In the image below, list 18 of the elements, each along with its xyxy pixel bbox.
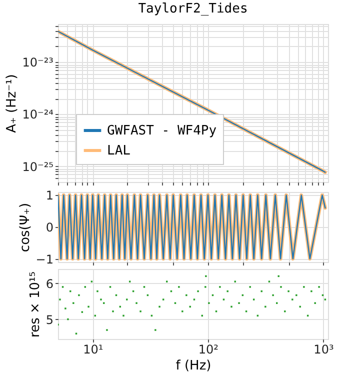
x-axis-title: f (Hz) — [176, 358, 212, 374]
x-tick-label: 10² — [198, 342, 219, 356]
y-axis-title: res × 10¹⁵ — [28, 272, 43, 338]
y-tick-label: 1 — [46, 188, 54, 203]
y-tick-label: −1 — [36, 252, 54, 266]
y-axis-title: A₊ (Hz⁻¹) — [4, 74, 20, 133]
legend-label: GWFAST - WF4Py — [107, 124, 217, 138]
y-tick-label: 10⁻²⁵ — [22, 160, 54, 174]
x-tick-label: 10¹ — [83, 342, 104, 356]
y-tick-label: 5 — [46, 312, 54, 327]
y-tick-label: 6 — [46, 276, 54, 291]
x-tick-label: 10³ — [314, 342, 334, 356]
legend-label: LAL — [107, 144, 131, 158]
y-axis-title: cos(Ψ₊) — [18, 202, 33, 252]
y-tick-label: 10⁻²⁴ — [22, 108, 54, 122]
y-tick-label: 10⁻²³ — [22, 56, 54, 70]
y-tick-label: 0 — [46, 220, 54, 234]
chart-title: TaylorF2_Tides — [138, 2, 248, 17]
